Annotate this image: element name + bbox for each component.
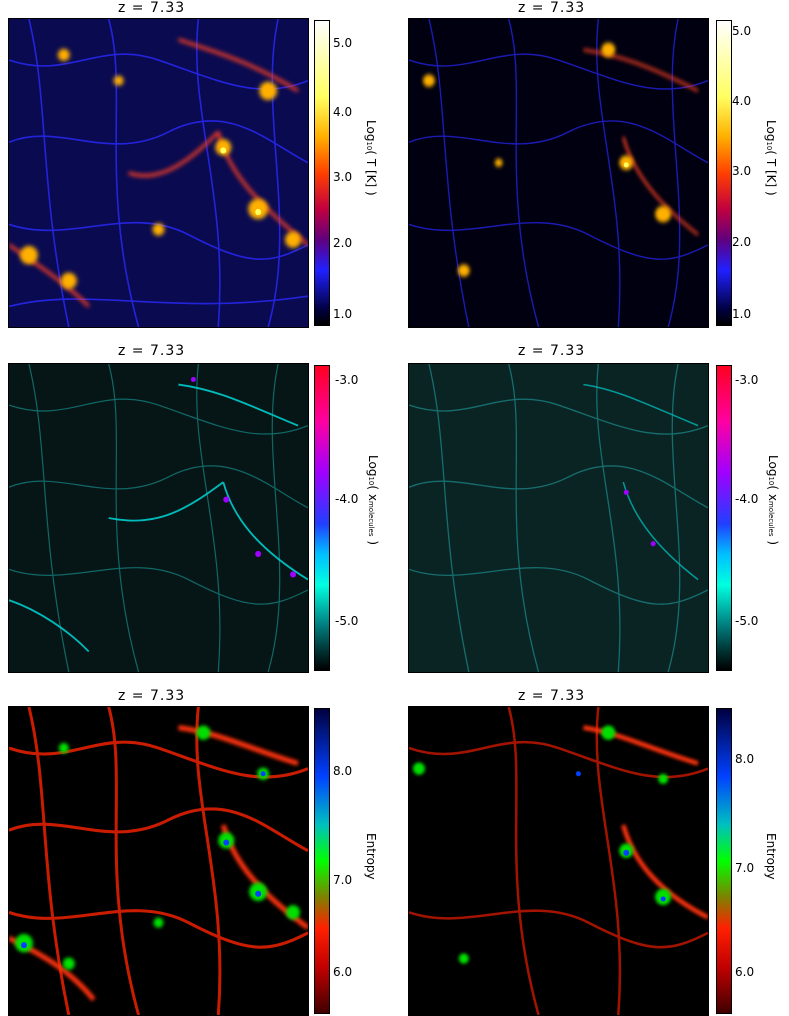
colorbar-entropy [314, 708, 330, 1014]
tick-label: 5.0 [333, 36, 353, 50]
tick-label: 7.0 [333, 873, 353, 887]
molecule-fraction-map-image [408, 363, 709, 673]
tick-label: 8.0 [333, 764, 353, 778]
temperature-map-image [408, 18, 709, 328]
entropy-map-image [408, 706, 709, 1016]
tick-label: 3.0 [333, 170, 353, 184]
colorbar-molecules [314, 365, 330, 671]
tick-label: 1.0 [333, 307, 353, 321]
colorbar-label: Log10( xmolecules ) [766, 455, 780, 546]
colorbar-label: Log10( T [K] ) [364, 120, 378, 196]
colorbar-label: Entropy [764, 833, 778, 880]
tick-label: 2.0 [732, 235, 752, 249]
tick-label: -4.0 [735, 492, 759, 506]
colorbar-temperature [716, 20, 732, 326]
panel-title: z = 7.33 [118, 688, 186, 704]
tick-label: 6.0 [735, 965, 755, 979]
panel-title: z = 7.33 [518, 688, 586, 704]
tick-label: -4.0 [335, 492, 359, 506]
tick-label: 3.0 [732, 164, 752, 178]
temperature-map-image [8, 18, 309, 328]
panel-title: z = 7.33 [518, 343, 586, 359]
tick-label: -3.0 [335, 373, 359, 387]
colorbar-label: Log10( T [K] ) [764, 120, 778, 196]
tick-label: 4.0 [732, 94, 752, 108]
tick-label: 7.0 [735, 861, 755, 875]
molecule-fraction-map-image [8, 363, 309, 673]
colorbar-molecules [716, 365, 732, 671]
tick-label: -5.0 [335, 614, 359, 628]
panel-title: z = 7.33 [118, 0, 186, 16]
tick-label: 4.0 [333, 105, 353, 119]
colorbar-temperature [314, 20, 330, 326]
panel-title: z = 7.33 [118, 343, 186, 359]
tick-label: 1.0 [732, 307, 752, 321]
tick-label: -3.0 [735, 373, 759, 387]
tick-label: 6.0 [333, 965, 353, 979]
tick-label: -5.0 [735, 614, 759, 628]
colorbar-entropy [716, 708, 732, 1014]
entropy-map-image [8, 706, 309, 1016]
colorbar-label: Entropy [364, 833, 378, 880]
tick-label: 5.0 [732, 24, 752, 38]
colorbar-label: Log10( xmolecules ) [366, 455, 380, 546]
tick-label: 8.0 [735, 752, 755, 766]
panel-title: z = 7.33 [518, 0, 586, 16]
tick-label: 2.0 [333, 236, 353, 250]
